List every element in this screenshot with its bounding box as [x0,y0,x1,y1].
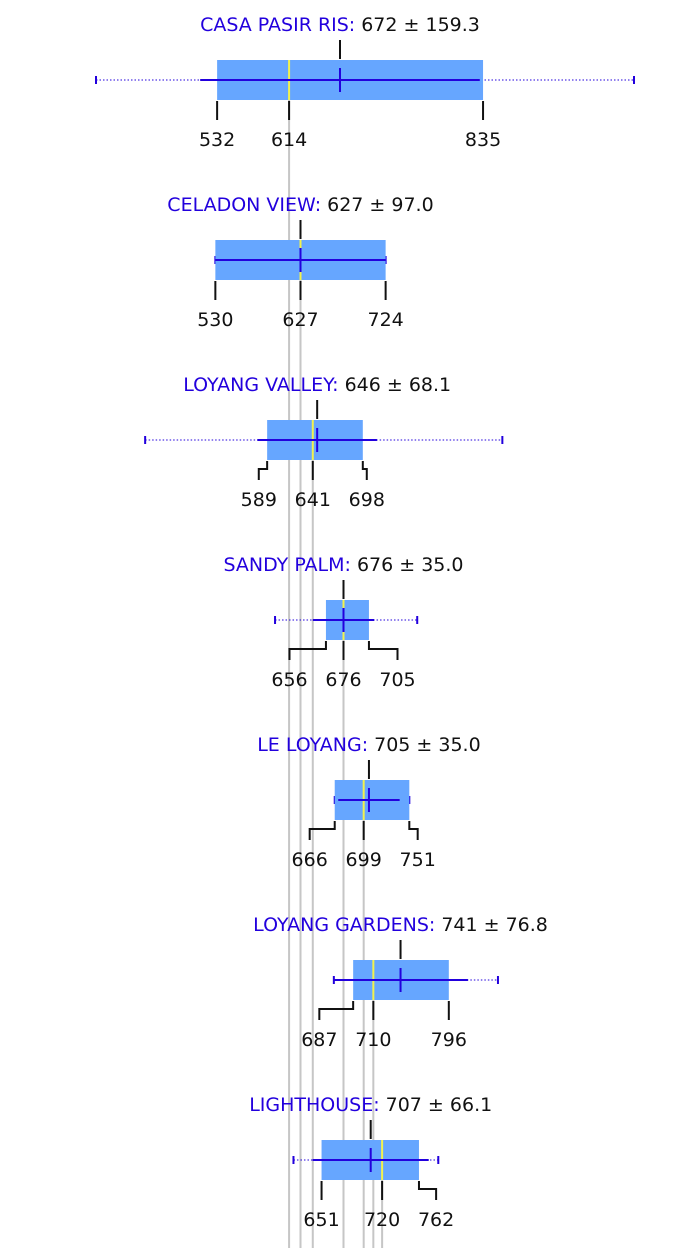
series-group: LOYANG GARDENS: 741 ± 76.8 687 710 796 [253,914,548,1051]
series-label: CELADON VIEW: 627 ± 97.0 [167,194,433,216]
q1-tick [288,641,327,660]
median-label: 720 [364,1209,400,1231]
series-group: SANDY PALM: 676 ± 35.0 656 676 705 [223,554,463,691]
q1-label: 687 [301,1029,337,1051]
series-group: LIGHTHOUSE: 707 ± 66.1 651 720 762 [249,1094,492,1231]
q3-tick [367,641,399,660]
q3-label: 724 [367,309,403,331]
series-stat: 627 ± 97.0 [327,194,434,216]
series-name: LOYANG VALLEY: [183,374,338,396]
q3-label: 835 [465,129,501,151]
median-label: 710 [355,1029,391,1051]
q3-tick [417,1181,438,1200]
q3-tick [408,821,419,840]
q3-label: 796 [431,1029,467,1051]
q3-label: 751 [400,849,436,871]
q1-label: 656 [271,669,307,691]
series-stat: 646 ± 68.1 [345,374,452,396]
median-label: 699 [346,849,382,871]
series-stat: 707 ± 66.1 [386,1094,493,1116]
median-label: 614 [271,129,307,151]
median-label: 627 [282,309,318,331]
series-name: LIGHTHOUSE: [249,1094,379,1116]
series-name: LE LOYANG: [257,734,368,756]
series-name: LOYANG GARDENS: [253,914,435,936]
median-label: 676 [325,669,361,691]
series-label: CASA PASIR RIS: 672 ± 159.3 [200,14,480,36]
series-stat: 705 ± 35.0 [374,734,481,756]
q3-label: 705 [379,669,415,691]
series-label: SANDY PALM: 676 ± 35.0 [223,554,463,576]
series-label: LOYANG GARDENS: 741 ± 76.8 [253,914,548,936]
series-stat: 741 ± 76.8 [441,914,548,936]
series-stat: 672 ± 159.3 [361,14,480,36]
series-name: SANDY PALM: [223,554,350,576]
q1-label: 532 [199,129,235,151]
q3-label: 762 [418,1209,454,1231]
q1-tick [257,461,269,480]
q1-label: 666 [292,849,328,871]
series-stat: 676 ± 35.0 [357,554,464,576]
series-name: CELADON VIEW: [167,194,321,216]
series-group: CASA PASIR RIS: 672 ± 159.3 532 614 835 [95,14,635,151]
median-label: 641 [295,489,331,511]
series-group: LE LOYANG: 705 ± 35.0 666 699 751 [257,734,481,871]
q3-label: 698 [349,489,385,511]
series-name: CASA PASIR RIS: [200,14,355,36]
series-group: CELADON VIEW: 627 ± 97.0 530 627 724 [167,194,433,331]
q1-label: 651 [303,1209,339,1231]
series-label: LE LOYANG: 705 ± 35.0 [257,734,481,756]
series-label: LOYANG VALLEY: 646 ± 68.1 [183,374,451,396]
q1-label: 530 [197,309,233,331]
q1-tick [318,1001,355,1020]
series-group: LOYANG VALLEY: 646 ± 68.1 589 641 698 [144,374,504,511]
series-label: LIGHTHOUSE: 707 ± 66.1 [249,1094,492,1116]
q1-label: 589 [241,489,277,511]
q1-tick [308,821,336,840]
q3-tick [361,461,368,480]
